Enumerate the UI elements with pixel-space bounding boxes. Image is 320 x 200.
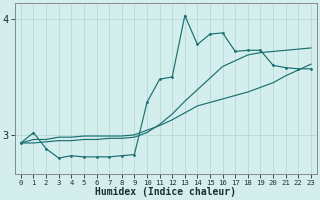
X-axis label: Humidex (Indice chaleur): Humidex (Indice chaleur) — [95, 187, 236, 197]
